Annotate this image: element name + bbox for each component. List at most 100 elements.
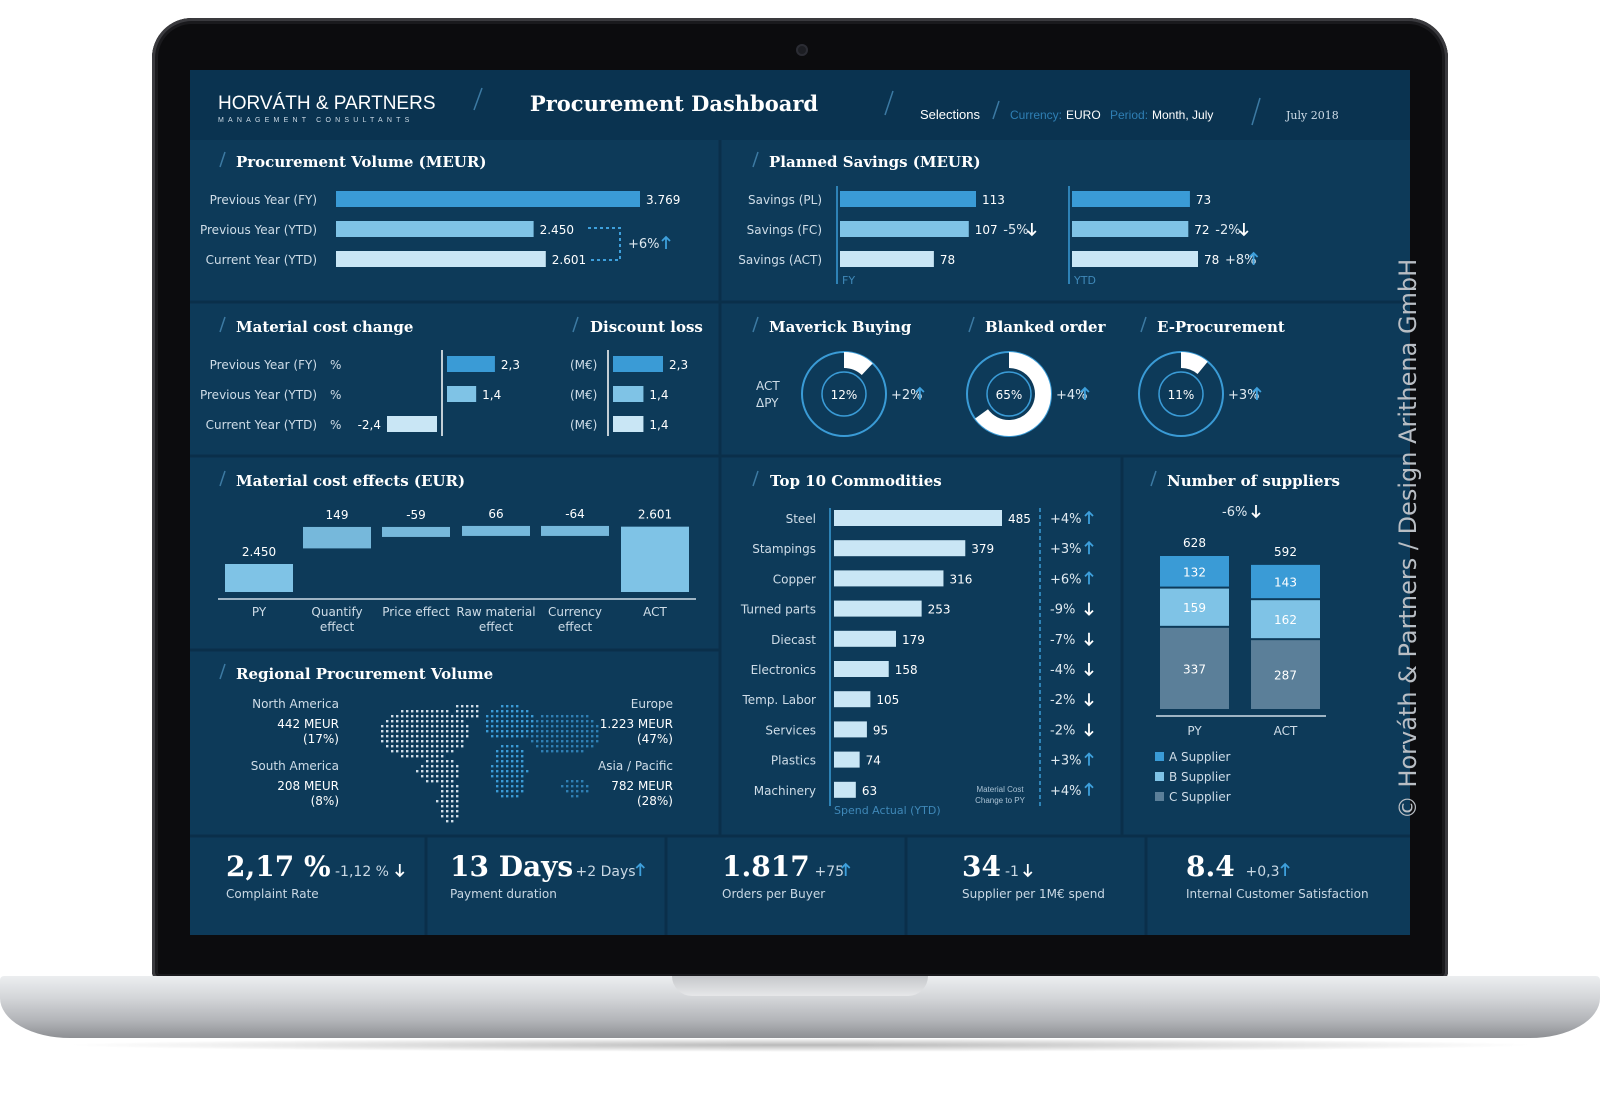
map-dot <box>381 730 384 733</box>
tc-row-label: Steel <box>786 512 816 526</box>
map-dot <box>416 770 419 773</box>
title-slash <box>219 663 226 680</box>
map-dot <box>496 755 499 758</box>
wf-bar-value: 149 <box>326 508 349 522</box>
sup-legend-swatch <box>1155 792 1164 801</box>
period-value[interactable]: Month, July <box>1152 108 1213 122</box>
map-dot <box>551 735 554 738</box>
map-dot <box>496 720 499 723</box>
dl-bar <box>613 356 663 372</box>
region-share: (47%) <box>637 732 673 746</box>
map-dot <box>436 730 439 733</box>
map-dot <box>431 735 434 738</box>
map-dot <box>396 715 399 718</box>
sup-legend-label: C Supplier <box>1169 790 1231 804</box>
map-dot <box>551 740 554 743</box>
donut-value: 12% <box>831 388 858 402</box>
wf-bar-value: -64 <box>565 507 585 521</box>
map-dot <box>491 710 494 713</box>
map-dot <box>451 805 454 808</box>
currency-label: Currency: <box>1010 108 1062 122</box>
map-dot <box>421 770 424 773</box>
kpi-change: -1 <box>1005 864 1019 880</box>
map-dot <box>501 750 504 753</box>
tc-change-value: +3% <box>1050 754 1082 769</box>
dashboard-canvas: HORVÁTH & PARTNERS MANAGEMENT CONSULTANT… <box>190 70 1410 935</box>
tc-arrow-up-icon <box>1084 571 1094 585</box>
map-dot <box>406 715 409 718</box>
map-dot <box>566 790 569 793</box>
donut-charts: Maverick Buying 12% +2% Blanked order 65% +4%… <box>752 316 1285 437</box>
suppliers-chart: -6% 337 159 132 628 PY 287 162 143 592 ACT A Suppli… <box>1155 505 1326 804</box>
kpi-arrow-up-icon <box>841 862 851 876</box>
map-dot <box>436 770 439 773</box>
map-dot <box>396 745 399 748</box>
kpi-value: 13 Days <box>450 850 573 883</box>
map-dot <box>436 745 439 748</box>
map-dot <box>391 745 394 748</box>
pv-row-label: Previous Year (FY) <box>210 193 317 207</box>
map-dot <box>496 730 499 733</box>
tc-change-value: +6% <box>1050 572 1082 587</box>
map-dot <box>571 735 574 738</box>
map-dot <box>441 755 444 758</box>
selections-label[interactable]: Selections <box>920 107 980 122</box>
currency-value[interactable]: EURO <box>1066 108 1101 122</box>
sup-total-value: 628 <box>1183 536 1206 550</box>
map-dot <box>431 750 434 753</box>
map-dot <box>386 735 389 738</box>
map-dot <box>456 740 459 743</box>
map-dot <box>541 750 544 753</box>
map-dot <box>386 720 389 723</box>
map-dot <box>451 785 454 788</box>
map-dot <box>586 725 589 728</box>
laptop-notch <box>672 976 928 996</box>
map-dot <box>436 765 439 768</box>
map-dot <box>461 715 464 718</box>
brand-logo: HORVÁTH & PARTNERS <box>218 93 436 114</box>
region-value: 782 MEUR <box>611 779 673 793</box>
map-dot <box>591 720 594 723</box>
region-name: North America <box>252 697 339 711</box>
discount-loss-title: Discount loss <box>590 318 703 336</box>
material-cost-change-chart: Previous Year (FY)% 2,3 Previous Year (YTD… <box>200 350 520 436</box>
map-dot <box>431 755 434 758</box>
map-dot <box>431 710 434 713</box>
pv-bar-value: 2.450 <box>540 223 574 237</box>
map-dot <box>421 730 424 733</box>
map-dot <box>451 720 454 723</box>
kpi-value: 2,17 % <box>226 850 331 883</box>
map-dot <box>431 760 434 763</box>
map-dot <box>451 820 454 823</box>
map-dot <box>436 740 439 743</box>
map-dot <box>416 725 419 728</box>
tc-bar <box>834 721 867 738</box>
ps-axis-label: FY <box>842 274 855 287</box>
ps-axis-label: YTD <box>1073 274 1096 287</box>
map-dot <box>486 725 489 728</box>
map-dot <box>531 740 534 743</box>
suppliers-title: Number of suppliers <box>1167 472 1340 490</box>
map-dot <box>401 720 404 723</box>
map-dot <box>411 725 414 728</box>
map-dot <box>496 780 499 783</box>
map-dot <box>526 710 529 713</box>
map-dot <box>496 785 499 788</box>
map-dot <box>466 735 469 738</box>
map-dot <box>506 785 509 788</box>
map-dot <box>421 755 424 758</box>
tc-arrow-up-icon <box>1084 510 1094 524</box>
ps-change-value: -5% <box>1003 223 1028 238</box>
map-dot <box>556 730 559 733</box>
tc-bar <box>834 600 922 617</box>
wf-bar-value: 2.450 <box>242 545 276 559</box>
map-dot <box>386 740 389 743</box>
watermark-text: © Horváth & Partners / Design Arithena G… <box>1394 258 1422 820</box>
map-dot <box>406 735 409 738</box>
mcc-bar <box>447 386 477 402</box>
map-dot <box>586 720 589 723</box>
map-dot <box>456 705 459 708</box>
map-dot <box>551 720 554 723</box>
map-dot <box>571 740 574 743</box>
map-dot <box>426 755 429 758</box>
